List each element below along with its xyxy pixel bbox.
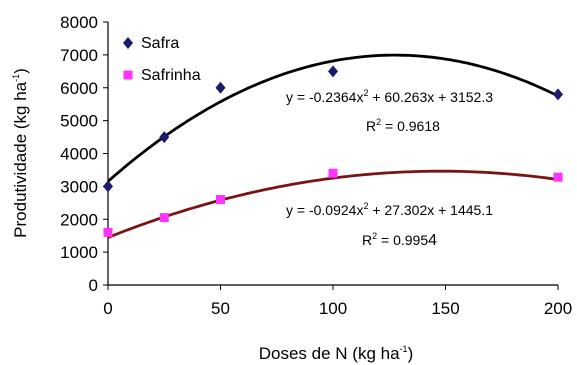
point-safra bbox=[553, 88, 563, 101]
point-safra bbox=[215, 81, 226, 94]
point-safra bbox=[103, 180, 113, 193]
y-tick-label: 1000 bbox=[60, 243, 98, 262]
annotation-safra: y = -0.2364x2 + 60.263x + 3152.3 R2 = 0.… bbox=[286, 88, 493, 134]
y-tick-label: 5000 bbox=[60, 112, 98, 131]
equation-safrinha: y = -0.0924x2 + 27.302x + 1445.1 bbox=[286, 201, 493, 218]
x-tick-label: 100 bbox=[319, 299, 347, 318]
y-tick-label: 6000 bbox=[60, 79, 98, 98]
point-safrinha bbox=[216, 195, 225, 205]
fit-curve-safrinha bbox=[107, 169, 559, 239]
y-tick-label: 7000 bbox=[60, 46, 98, 65]
point-safra bbox=[328, 65, 338, 78]
point-safrinha bbox=[159, 213, 169, 223]
data-points bbox=[103, 65, 563, 237]
r2-safrinha: R2 = 0.9954 bbox=[362, 231, 437, 249]
y-tick-label: 8000 bbox=[60, 13, 98, 32]
fit-curve-safra bbox=[107, 53, 559, 183]
x-tick-label: 150 bbox=[431, 299, 459, 318]
y-tick-label: 0 bbox=[89, 276, 98, 295]
legend-label-safrinha: Safrinha bbox=[141, 67, 201, 84]
x-tick-label: 200 bbox=[544, 299, 572, 318]
y-axis-title: Produtividade (kg ha-1) bbox=[11, 68, 30, 238]
y-tick-label: 3000 bbox=[60, 177, 98, 196]
y-axis-ticks: 0 1000 2000 3000 4000 5000 6000 7000 8000 bbox=[60, 13, 108, 295]
x-tick-label: 50 bbox=[211, 299, 230, 318]
x-tick-label: 0 bbox=[103, 299, 112, 318]
point-safrinha bbox=[328, 168, 338, 178]
equation-safra: y = -0.2364x2 + 60.263x + 3152.3 bbox=[286, 88, 493, 105]
legend-marker-safra bbox=[123, 37, 133, 49]
y-tick-label: 2000 bbox=[60, 210, 98, 229]
x-axis-ticks: 0 50 100 150 200 bbox=[103, 285, 572, 318]
x-axis-title: Doses de N (kg ha-1) bbox=[259, 344, 413, 363]
point-safra bbox=[159, 131, 170, 144]
point-safrinha bbox=[103, 227, 113, 237]
fit-curves bbox=[107, 53, 559, 239]
legend: Safra Safrinha bbox=[123, 35, 201, 84]
y-tick-label: 4000 bbox=[60, 145, 98, 164]
legend-marker-safrinha bbox=[123, 70, 133, 80]
r2-safra: R2 = 0.9618 bbox=[366, 117, 440, 134]
point-safrinha bbox=[553, 172, 563, 182]
legend-label-safra: Safra bbox=[141, 35, 179, 52]
annotation-safrinha: y = -0.0924x2 + 27.302x + 1445.1 R2 = 0.… bbox=[286, 201, 493, 249]
